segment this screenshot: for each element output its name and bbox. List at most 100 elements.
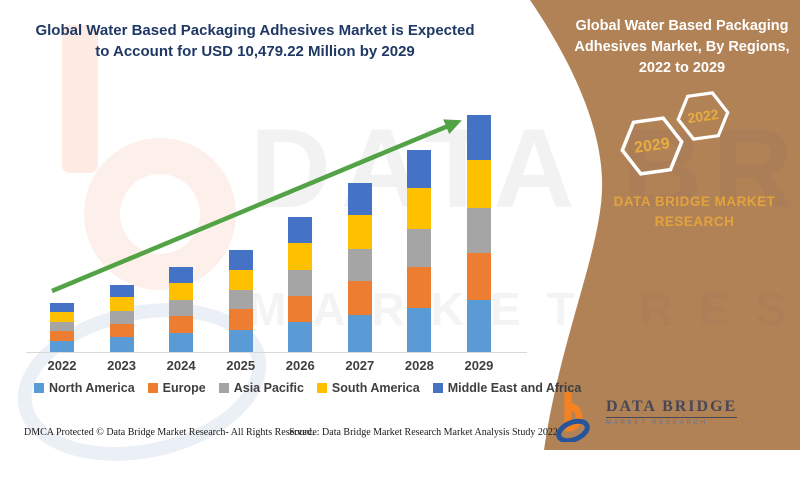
segment-north-america-2023	[109, 337, 134, 352]
bar-column-2024: 2024	[153, 266, 209, 374]
segment-asia-pacific-2029	[466, 207, 491, 253]
bar-column-2025: 2025	[213, 250, 269, 374]
bar-2022	[50, 302, 74, 352]
segment-north-america-2029	[466, 299, 491, 352]
segment-north-america-2027	[347, 314, 372, 352]
x-axis-label-2028: 2028	[404, 358, 434, 373]
chart-legend: North America Europe Asia Pacific South Ame…	[34, 381, 581, 395]
right-panel-background	[530, 0, 800, 450]
chart-title: Global Water Based Packaging Adhesives M…	[35, 22, 475, 60]
bar-column-2029: 2029	[451, 115, 507, 374]
segment-asia-pacific-2024	[169, 300, 194, 317]
segment-europe-2026	[288, 295, 313, 323]
legend-item-north-america: North America	[34, 381, 135, 395]
segment-middle-east-and-africa-2022	[50, 302, 74, 312]
legend-item-middle-east-and-africa: Middle East and Africa	[432, 381, 582, 395]
hexagon-2029	[620, 116, 684, 176]
legend-swatch	[432, 383, 443, 393]
hexagon-2029-label: 2029	[633, 135, 671, 157]
year-hexagons: 2029 2022	[620, 91, 730, 176]
segment-south-america-2025	[228, 269, 253, 290]
logo-subtext: MARKET RESEARCH	[606, 420, 708, 426]
segment-south-america-2026	[288, 243, 313, 270]
right-panel-title: Global Water Based Packaging Adhesives M…	[574, 18, 790, 77]
segment-europe-2024	[169, 316, 194, 334]
segment-south-america-2022	[50, 311, 74, 322]
segment-europe-2022	[50, 331, 74, 342]
legend-label: North America	[49, 381, 135, 395]
segment-middle-east-and-africa-2025	[228, 250, 253, 270]
segment-north-america-2028	[407, 307, 432, 352]
logo-wordmark: DATA BRIDGE	[606, 398, 738, 418]
legend-label: Europe	[162, 381, 206, 395]
legend-swatch	[218, 383, 229, 393]
bar-2023	[109, 284, 134, 352]
legend-item-europe: Europe	[147, 381, 206, 395]
hexagon-2022-label: 2022	[686, 106, 719, 126]
bar-2027	[347, 182, 372, 352]
footer-source-text: Source: Data Bridge Market Research Mark…	[289, 427, 558, 438]
segment-asia-pacific-2022	[50, 321, 74, 332]
segment-south-america-2028	[407, 188, 432, 229]
segment-europe-2028	[407, 267, 432, 308]
segment-asia-pacific-2023	[109, 310, 134, 324]
hexagon-2022	[676, 91, 730, 141]
x-axis-label-2026: 2026	[285, 358, 315, 373]
segment-europe-2029	[466, 252, 491, 300]
x-axis-label-2027: 2027	[345, 358, 375, 373]
segment-south-america-2023	[109, 297, 134, 311]
databridge-logo: DATA BRIDGE MARKET RESEARCH	[556, 392, 738, 442]
segment-north-america-2026	[288, 322, 313, 352]
segment-asia-pacific-2028	[407, 228, 432, 268]
legend-swatch	[147, 383, 158, 393]
legend-label: South America	[331, 381, 420, 395]
segment-middle-east-and-africa-2023	[109, 284, 134, 298]
segment-asia-pacific-2026	[288, 269, 313, 296]
x-axis-label-2022: 2022	[47, 358, 77, 373]
segment-asia-pacific-2025	[228, 289, 253, 310]
bar-column-2023: 2023	[94, 284, 150, 374]
bar-2029	[466, 115, 491, 352]
footer-dmca-text: DMCA Protected © Data Bridge Market Rese…	[24, 427, 315, 438]
bar-2028	[407, 149, 432, 352]
segment-europe-2025	[228, 309, 253, 330]
legend-swatch	[34, 383, 44, 393]
segment-south-america-2029	[466, 160, 491, 208]
x-axis-line	[26, 352, 527, 353]
legend-item-south-america: South America	[316, 381, 420, 395]
segment-north-america-2022	[50, 341, 74, 352]
segment-middle-east-and-africa-2027	[347, 182, 372, 215]
x-axis-label-2023: 2023	[107, 358, 137, 373]
bar-2024	[169, 266, 194, 352]
legend-swatch	[316, 383, 327, 393]
brand-text: DATA BRIDGE MARKET RESEARCH	[613, 194, 776, 230]
segment-middle-east-and-africa-2024	[169, 266, 194, 284]
bar-column-2026: 2026	[272, 217, 328, 374]
x-axis-label-2025: 2025	[226, 358, 256, 373]
bar-column-2022: 2022	[34, 302, 90, 374]
legend-item-asia-pacific: Asia Pacific	[218, 381, 304, 395]
segment-asia-pacific-2027	[347, 248, 372, 281]
segment-europe-2023	[109, 323, 134, 338]
segment-north-america-2024	[169, 333, 194, 352]
right-panel-shape	[530, 0, 800, 450]
bar-column-2027: 2027	[332, 182, 388, 374]
segment-middle-east-and-africa-2028	[407, 149, 432, 189]
segment-north-america-2025	[228, 329, 253, 352]
x-axis-label-2024: 2024	[166, 358, 196, 373]
databridge-logo-icon	[556, 392, 590, 442]
legend-label: Middle East and Africa	[447, 381, 582, 395]
segment-middle-east-and-africa-2029	[466, 115, 491, 161]
segment-middle-east-and-africa-2026	[288, 217, 313, 244]
databridge-logo-text: DATA BRIDGE MARKET RESEARCH	[606, 392, 738, 426]
segment-south-america-2024	[169, 283, 194, 301]
bar-2026	[288, 217, 313, 352]
segment-south-america-2027	[347, 214, 372, 249]
legend-label: Asia Pacific	[233, 381, 304, 395]
x-axis-label-2029: 2029	[464, 358, 494, 373]
bar-column-2028: 2028	[391, 149, 447, 374]
segment-europe-2027	[347, 280, 372, 315]
bar-2025	[228, 250, 253, 352]
bar-chart: 2022 2023 2024 2025 2026 2027 2028 2029	[34, 90, 507, 374]
